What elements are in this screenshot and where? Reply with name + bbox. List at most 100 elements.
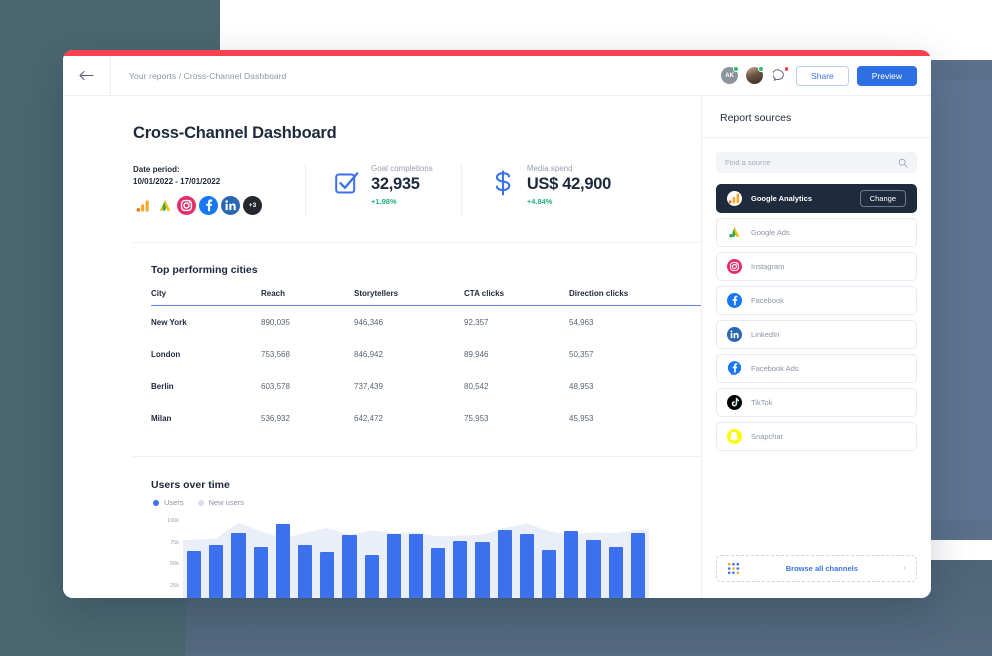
bar-slot[interactable]	[405, 521, 427, 598]
linkedin-icon[interactable]	[221, 196, 240, 216]
instagram-glyph	[177, 196, 196, 216]
bar-slot[interactable]	[294, 521, 316, 598]
table-row[interactable]: New York 890,035 946,346 92,357 54,963	[151, 306, 701, 339]
bar-slot[interactable]	[560, 521, 582, 598]
bar-07[interactable]	[320, 551, 335, 598]
share-button[interactable]: Share	[796, 65, 849, 86]
bar-04[interactable]	[253, 546, 268, 598]
bar-slot[interactable]	[427, 521, 449, 598]
legend-swatch-new-users	[197, 499, 204, 506]
search-input[interactable]	[725, 158, 898, 167]
source-label: Facebook	[751, 296, 784, 305]
facebook-glyph	[199, 196, 218, 216]
section-divider	[133, 242, 701, 243]
column-header-direction-clicks[interactable]: Direction clicks	[569, 289, 701, 306]
column-header-city[interactable]: City	[151, 289, 261, 306]
bar-12[interactable]	[431, 547, 446, 598]
source-row-snapchat[interactable]: Snapchat	[716, 422, 917, 451]
bar-15[interactable]	[497, 529, 512, 598]
bar-slot[interactable]	[227, 521, 249, 598]
bar-slot[interactable]	[183, 521, 205, 598]
bar-18[interactable]	[564, 531, 579, 598]
cell-direction-clicks: 45,953	[569, 414, 594, 423]
chat-button[interactable]	[771, 66, 790, 84]
source-row-facebook-ads[interactable]: Facebook Ads	[716, 354, 917, 383]
bar-slot[interactable]	[316, 521, 338, 598]
bar-slot[interactable]	[627, 521, 649, 598]
source-label: Instagram	[751, 262, 785, 271]
facebook-icon[interactable]	[199, 196, 218, 216]
bar-slot[interactable]	[494, 521, 516, 598]
avatar-initials: AK	[725, 72, 734, 79]
bar-slot[interactable]	[449, 521, 471, 598]
bar-slot[interactable]	[516, 521, 538, 598]
table-row[interactable]: Milan 536,932 642,472 75,953 45,953	[151, 402, 701, 434]
bar-13[interactable]	[453, 540, 468, 598]
bar-slot[interactable]	[383, 521, 405, 598]
breadcrumb[interactable]: Your reports / Cross-Channel Dashboard	[129, 70, 287, 81]
legend-item-new-users[interactable]: New users	[197, 498, 244, 507]
bar-19[interactable]	[586, 539, 601, 598]
bar-20[interactable]	[608, 546, 623, 598]
bar-10[interactable]	[386, 533, 401, 598]
window-accent-bar	[63, 50, 931, 56]
bar-06[interactable]	[297, 545, 313, 598]
google-analytics-icon[interactable]	[133, 196, 152, 216]
bar-17[interactable]	[542, 550, 557, 598]
column-header-storytellers[interactable]: Storytellers	[354, 289, 464, 306]
users-over-time-chart: Users over time Users New users 025k50k7…	[151, 479, 701, 598]
date-period-value[interactable]: 10/01/2022 - 17/01/2022	[133, 176, 221, 186]
source-row-linkedin[interactable]: LinkedIn	[716, 320, 917, 349]
app-window: Your reports / Cross-Channel Dashboard A…	[63, 50, 931, 598]
source-row-facebook[interactable]: Facebook	[716, 286, 917, 315]
bar-03[interactable]	[231, 533, 246, 598]
source-search-box[interactable]	[716, 152, 917, 173]
source-row-instagram[interactable]: Instagram	[716, 252, 917, 281]
bar-05[interactable]	[275, 523, 290, 598]
source-row-tiktok[interactable]: TikTok	[716, 388, 917, 417]
legend-item-users[interactable]: Users	[153, 498, 184, 507]
bar-02[interactable]	[209, 545, 224, 598]
facebook-ads-icon	[727, 361, 742, 376]
bar-slot[interactable]	[272, 521, 294, 598]
column-header-reach[interactable]: Reach	[261, 289, 354, 306]
browse-all-channels-button[interactable]: Browse all channels ›	[716, 555, 917, 582]
bar-slot[interactable]	[338, 521, 360, 598]
avatar-ak[interactable]: AK	[721, 66, 740, 84]
avatar-photo[interactable]	[746, 66, 765, 84]
change-source-button[interactable]: Change	[859, 190, 906, 207]
bar-14[interactable]	[475, 541, 490, 598]
search-icon	[898, 158, 908, 168]
bar-08[interactable]	[342, 534, 357, 598]
dollar-sign-icon	[495, 170, 511, 196]
bar-slot[interactable]	[471, 521, 493, 598]
table-row[interactable]: Berlin 603,578 737,439 80,542 48,953	[151, 370, 701, 402]
cell-storytellers: 846,942	[354, 350, 383, 359]
source-row-google-analytics[interactable]: Google Analytics Change	[716, 184, 917, 213]
source-row-google-ads[interactable]: Google Ads	[716, 218, 917, 247]
back-button[interactable]	[63, 56, 111, 95]
cell-reach: 536,932	[261, 414, 290, 423]
bar-09[interactable]	[364, 554, 379, 598]
instagram-icon[interactable]	[177, 196, 196, 216]
bar-slot[interactable]	[205, 521, 227, 598]
google-ads-icon[interactable]	[155, 196, 174, 216]
bar-slot[interactable]	[538, 521, 560, 598]
bar-slot[interactable]	[605, 521, 627, 598]
google-ads-glyph	[159, 199, 170, 211]
date-period-label: Date period:	[133, 165, 180, 174]
google-analytics-icon	[727, 191, 742, 206]
bar-slot[interactable]	[361, 521, 383, 598]
more-channels-badge[interactable]: +3	[243, 196, 262, 216]
bar-16[interactable]	[519, 533, 534, 598]
table-row[interactable]: London 753,568 846,942 89,946 50,357	[151, 338, 701, 370]
source-list: Google Analytics Change Google Ads Instagra…	[716, 184, 917, 451]
bar-slot[interactable]	[250, 521, 272, 598]
bar-slot[interactable]	[582, 521, 604, 598]
bar-01[interactable]	[187, 551, 202, 598]
bar-11[interactable]	[408, 533, 424, 598]
bar-21[interactable]	[630, 533, 645, 598]
preview-button[interactable]: Preview	[856, 65, 917, 86]
column-header-cta-clicks[interactable]: CTA clicks	[464, 289, 569, 306]
linkedin-icon	[727, 327, 742, 342]
